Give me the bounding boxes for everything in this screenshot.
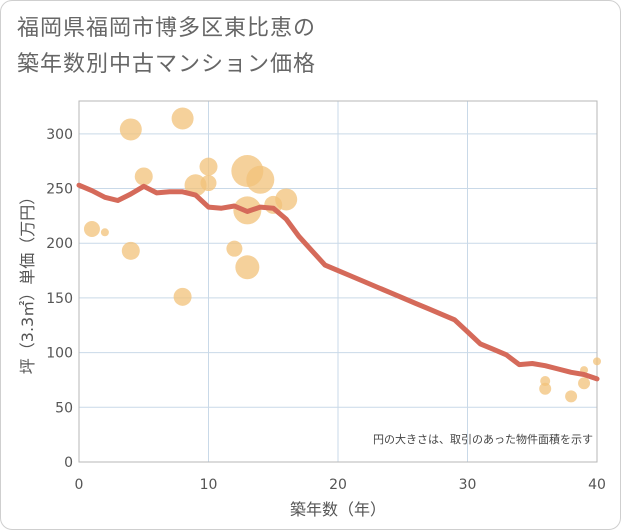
bubble-point bbox=[134, 167, 153, 186]
bubble-point bbox=[119, 118, 142, 141]
chart-title-line-2: 築年数別中古マンション価格 bbox=[17, 52, 317, 77]
grid-lines bbox=[78, 101, 598, 463]
bubble-size-note: 円の大きさは、取引のあった物件面積を示す bbox=[373, 432, 593, 446]
y-tick-label: 0 bbox=[64, 455, 73, 471]
bubble-point bbox=[100, 228, 109, 237]
x-tick-label: 20 bbox=[329, 477, 347, 493]
bubble-point bbox=[578, 377, 591, 390]
chart-title-line-1: 福岡県福岡市博多区東比恵の bbox=[17, 16, 317, 41]
x-axis-label: 築年数（年） bbox=[290, 500, 386, 519]
bubble-point bbox=[171, 107, 194, 130]
bubble-point bbox=[540, 376, 551, 387]
y-tick-label: 200 bbox=[46, 236, 73, 252]
chart-title: 福岡県福岡市博多区東比恵の 築年数別中古マンション価格 bbox=[17, 11, 316, 83]
bubble-point bbox=[199, 157, 218, 176]
bubble-point bbox=[226, 240, 243, 257]
y-tick-labels: 0 50 100 150 200 250 300 bbox=[46, 127, 73, 471]
y-tick-label: 100 bbox=[46, 346, 73, 362]
plot-border bbox=[78, 100, 598, 463]
bubble-point bbox=[121, 241, 140, 260]
bubble-point bbox=[184, 174, 207, 197]
bubble-point bbox=[275, 188, 298, 211]
bubble-point bbox=[565, 390, 578, 403]
bubble-series bbox=[83, 107, 601, 403]
x-tick-label: 0 bbox=[75, 477, 84, 493]
bubble-point bbox=[83, 220, 100, 237]
x-tick-label: 10 bbox=[200, 477, 218, 493]
y-tick-label: 300 bbox=[46, 127, 73, 143]
bubble-point bbox=[200, 175, 217, 192]
bubble-point bbox=[235, 255, 260, 280]
y-tick-label: 250 bbox=[46, 182, 73, 198]
y-tick-label: 150 bbox=[46, 291, 73, 307]
y-tick-label: 50 bbox=[55, 400, 73, 416]
x-tick-labels: 0 10 20 30 40 bbox=[75, 477, 606, 493]
x-tick-label: 40 bbox=[588, 477, 606, 493]
bubble-point bbox=[246, 165, 275, 194]
average-price-line bbox=[76, 182, 600, 382]
bubble-point bbox=[593, 357, 601, 366]
bubble-point bbox=[539, 382, 552, 395]
y-axis-label: 坪（3.3㎡）単価（万円） bbox=[18, 189, 37, 374]
x-tick-label: 30 bbox=[459, 477, 477, 493]
bubble-point bbox=[173, 287, 192, 306]
